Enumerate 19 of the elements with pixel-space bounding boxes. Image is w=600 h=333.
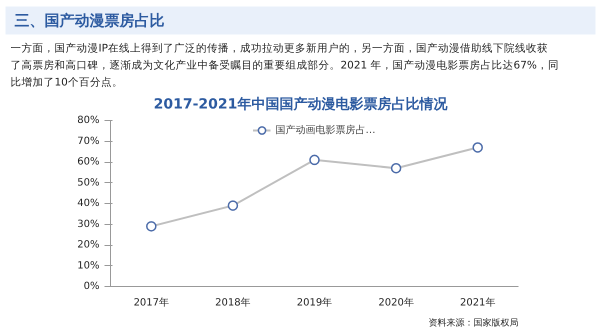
- y-tick-label: 50%: [77, 177, 100, 188]
- y-tick-label: 0%: [84, 281, 100, 292]
- y-tick-label: 80%: [77, 115, 100, 126]
- text: 一方面，国产动漫IP在线上得到了广泛的传播，成功拉动更多新用户的，另一方面，国产动漫借助线下院线收获了高票房和高口碑，逐渐成为文化产业中备受瞩目的重要组成部分。2021 年，国产动漫电影票房占比达67%，同比增加了10个百分点。: [10, 42, 559, 88]
- y-tick-label: 60%: [77, 156, 100, 168]
- chart-title: 2017-2021年中国国产动漫电影票房占比情况: [154, 96, 448, 112]
- x-tick-label: 2017年: [134, 296, 170, 308]
- legend-label: 国产动画电影票房占…: [276, 124, 376, 137]
- y-tick-label: 30%: [77, 218, 100, 230]
- x-tick-label: 2020年: [378, 296, 414, 308]
- x-tick-label: 2019年: [296, 296, 332, 308]
- y-tick-label: 40%: [77, 198, 100, 209]
- y-tick-label: 20%: [77, 240, 100, 250]
- text: 三、国产动漫票房占比: [14, 12, 164, 30]
- y-tick-label: 10%: [77, 260, 100, 272]
- x-tick-label: 2018年: [215, 296, 251, 308]
- text: 资料来源：国家版权局: [428, 318, 518, 328]
- x-tick-label: 2021年: [460, 296, 496, 308]
- y-tick-label: 70%: [77, 136, 100, 147]
